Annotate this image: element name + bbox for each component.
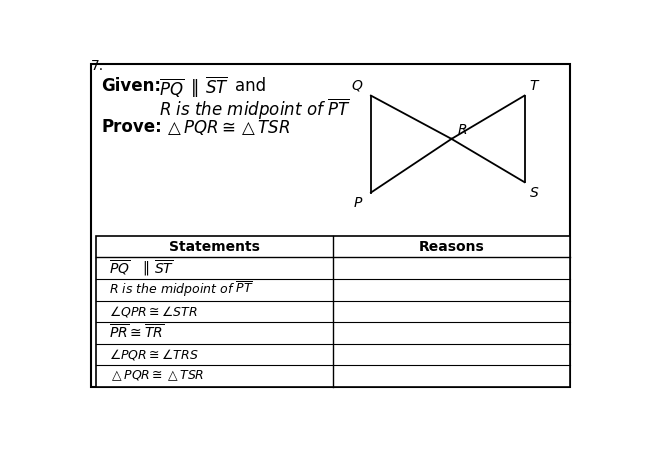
Text: $R$ is the midpoint of $\overline{PT}$: $R$ is the midpoint of $\overline{PT}$ (109, 280, 254, 299)
Text: $\|$: $\|$ (142, 259, 149, 277)
Text: $\overline{ST}$: $\overline{ST}$ (205, 76, 228, 98)
Text: $\triangle PQR \cong \triangle TSR$: $\triangle PQR \cong \triangle TSR$ (164, 118, 291, 137)
Text: $\|$: $\|$ (190, 76, 198, 99)
Text: Reasons: Reasons (419, 240, 484, 254)
Text: $\triangle PQR \cong \triangle TSR$: $\triangle PQR \cong \triangle TSR$ (109, 369, 204, 383)
Text: R: R (458, 123, 467, 137)
Text: $R$ is the midpoint of $\overline{PT}$: $R$ is the midpoint of $\overline{PT}$ (159, 97, 351, 122)
Text: Given:: Given: (101, 76, 161, 94)
Bar (96, 236, 570, 387)
Text: 7.: 7. (91, 59, 105, 73)
Text: $\overline{ST}$: $\overline{ST}$ (154, 259, 174, 277)
Text: $\overline{PR} \cong \overline{TR}$: $\overline{PR} \cong \overline{TR}$ (109, 324, 164, 342)
Text: $\overline{PQ}$: $\overline{PQ}$ (159, 76, 185, 99)
Text: Q: Q (351, 79, 362, 93)
Text: $\angle QPR \cong \angle STR$: $\angle QPR \cong \angle STR$ (109, 304, 198, 319)
Text: $\overline{PQ}$: $\overline{PQ}$ (109, 259, 130, 278)
Text: $\angle PQR \cong \angle TRS$: $\angle PQR \cong \angle TRS$ (109, 347, 199, 362)
Text: Prove:: Prove: (101, 118, 162, 136)
Text: and: and (235, 76, 266, 94)
Text: P: P (354, 196, 362, 210)
Text: S: S (530, 186, 538, 200)
Text: Statements: Statements (169, 240, 260, 254)
Text: T: T (530, 79, 538, 93)
